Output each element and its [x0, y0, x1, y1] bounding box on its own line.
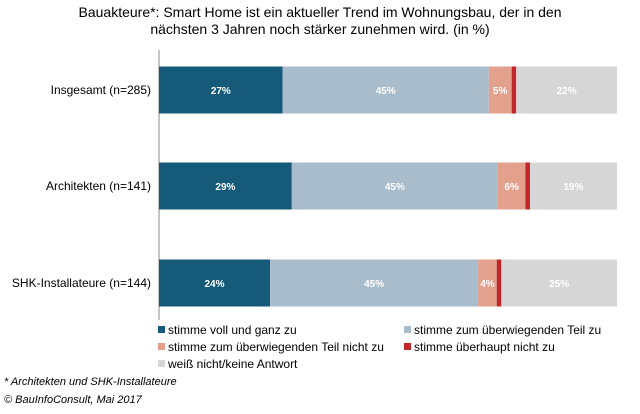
bar-data-label: 5%	[493, 86, 508, 97]
bar-segment	[478, 259, 497, 307]
bar-data-label: 29%	[215, 182, 235, 193]
legend-swatch	[158, 343, 165, 350]
bar-data-label: 24%	[205, 279, 225, 290]
bar-data-label: 6%	[504, 182, 519, 193]
bar-data-label: 25%	[549, 279, 569, 290]
chart-title: Bauakteure*: Smart Home ist ein aktuelle…	[0, 4, 640, 38]
bar-segment	[496, 259, 502, 307]
bar-segment	[516, 66, 617, 114]
legend-swatch	[404, 343, 411, 350]
legend-label: stimme überhaupt nicht zu	[414, 340, 555, 354]
bar-segment	[159, 66, 283, 114]
legend-label: weiß nicht/keine Antwort	[168, 357, 298, 371]
bar-data-label: 19%	[563, 182, 583, 193]
legend-swatch	[158, 326, 165, 333]
bar-segment	[270, 259, 479, 307]
footnote-actors: * Architekten und SHK-Installateure	[4, 376, 177, 388]
bar-data-label: 45%	[376, 86, 396, 97]
category-label: SHK-Installateure (n=144)	[12, 276, 151, 290]
bar-segment	[497, 162, 526, 210]
bar-segment	[159, 259, 271, 307]
bar-segment	[282, 66, 489, 114]
bar-segment	[291, 162, 498, 210]
bar-data-label: 4%	[480, 279, 495, 290]
legend-item: stimme zum überwiegenden Teil zu	[404, 323, 601, 337]
footnote-source: © BauInfoConsult, Mai 2017	[4, 394, 142, 406]
legend-label: stimme zum überwiegenden Teil nicht zu	[168, 340, 384, 354]
chart-title-line-2: nächsten 3 Jahren noch stärker zunehmen …	[150, 21, 490, 37]
bar-segment	[529, 162, 617, 210]
bar-segment	[488, 66, 512, 114]
legend-item: weiß nicht/keine Antwort	[158, 357, 297, 371]
category-label: Insgesamt (n=285)	[51, 83, 151, 97]
legend-swatch	[404, 326, 411, 333]
legend-item: stimme zum überwiegenden Teil nicht zu	[158, 340, 384, 354]
chart-title-line-1: Bauakteure*: Smart Home ist ein aktuelle…	[78, 4, 562, 20]
bar-data-label: 27%	[211, 86, 231, 97]
bar-data-label: 45%	[385, 182, 405, 193]
legend-item: stimme überhaupt nicht zu	[404, 340, 555, 354]
bar-segment	[159, 162, 292, 210]
legend-swatch	[158, 360, 165, 367]
bar-data-label: 22%	[557, 86, 577, 97]
legend-label: stimme voll und ganz zu	[168, 323, 297, 337]
bar-segment	[501, 259, 617, 307]
bar-segment	[511, 66, 517, 114]
legend-item: stimme voll und ganz zu	[158, 323, 297, 337]
legend-label: stimme zum überwiegenden Teil zu	[414, 323, 602, 337]
category-label: Architekten (n=141)	[46, 179, 151, 193]
bar-data-label: 45%	[364, 279, 384, 290]
bar-segment	[525, 162, 530, 210]
